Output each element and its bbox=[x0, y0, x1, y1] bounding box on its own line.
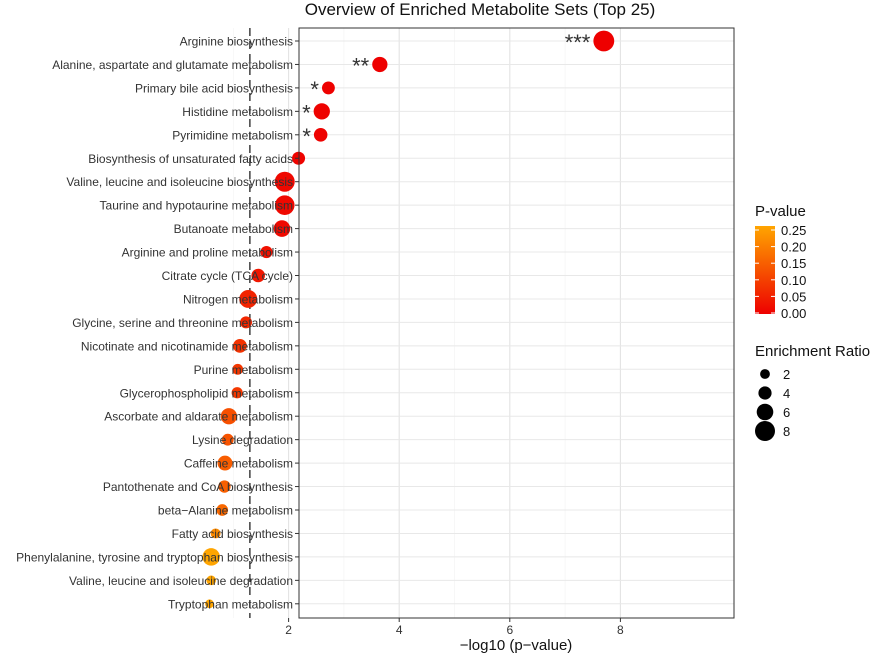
data-point bbox=[251, 268, 265, 283]
data-point bbox=[210, 528, 221, 539]
y-tick-label: Caffeine metabolism bbox=[184, 457, 293, 471]
pvalue-legend-ticks: 0.25 0.200.15 0.100.05 0.00 bbox=[755, 223, 806, 321]
y-tick-label: Glycerophospholipid metabolism bbox=[120, 386, 293, 400]
data-point bbox=[232, 363, 244, 375]
chart-title: Overview of Enriched Metabolite Sets (To… bbox=[305, 0, 656, 19]
plot-border bbox=[298, 27, 735, 619]
data-point bbox=[217, 455, 233, 471]
x-axis-title: −log10 (p−value) bbox=[460, 637, 573, 654]
significance-star-label: * bbox=[310, 77, 319, 102]
y-tick-label: Citrate cycle (TCA cycle) bbox=[162, 269, 293, 283]
data-point bbox=[321, 81, 335, 95]
colorbar-tick-label: 0.20 bbox=[781, 240, 806, 255]
data-point bbox=[240, 316, 253, 329]
y-tick-label: Ascorbate and aldarate metabolism bbox=[104, 410, 293, 424]
grid-lines bbox=[233, 28, 734, 618]
pvalue-legend-title: P-value bbox=[755, 203, 806, 220]
data-point bbox=[206, 575, 216, 586]
y-tick-label: Valine, leucine and isoleucine biosynthe… bbox=[66, 175, 293, 189]
y-tick-label: Glycine, serine and threonine metabolism bbox=[72, 316, 293, 330]
size-legend-label: 4 bbox=[783, 386, 790, 401]
colorbar-tick-label: 0.15 bbox=[781, 256, 806, 271]
y-tick-label: Nitrogen metabolism bbox=[183, 292, 293, 306]
colorbar-tick-label: 0.10 bbox=[781, 273, 806, 288]
data-point bbox=[593, 30, 615, 52]
x-tick-label: 4 bbox=[396, 623, 403, 637]
y-tick-label: Valine, leucine and isoleucine degradati… bbox=[69, 574, 293, 588]
x-tick-label: 2 bbox=[285, 623, 292, 637]
enrichment-legend-items: 2 4 6 8 bbox=[755, 367, 790, 441]
colorbar-tick-label: 0.05 bbox=[781, 289, 806, 304]
size-legend-label: 2 bbox=[783, 367, 790, 382]
x-axis-ticks: 2 4 6 8 bbox=[285, 618, 624, 637]
significance-stars: ******** bbox=[302, 30, 591, 149]
size-legend-dot bbox=[756, 403, 774, 421]
data-point bbox=[216, 504, 229, 516]
data-point bbox=[218, 480, 231, 493]
y-tick-label: Taurine and hypotaurine metabolism bbox=[100, 199, 293, 213]
data-point bbox=[274, 195, 295, 215]
y-tick-label: Fatty acid biosynthesis bbox=[172, 527, 293, 541]
data-points bbox=[202, 30, 615, 609]
y-tick-label: Primary bile acid biosynthesis bbox=[135, 81, 293, 95]
pvalue-legend: P-value 0.25 0.200.15 0.100.05 0.00 bbox=[755, 203, 806, 321]
y-axis-labels: Arginine biosynthesis Alanine, aspartate … bbox=[16, 35, 299, 611]
enrichment-legend-title: Enrichment Ratio bbox=[755, 343, 870, 360]
y-tick-label: Lysine degradation bbox=[192, 433, 293, 447]
y-tick-label: Pyrimidine metabolism bbox=[172, 128, 293, 142]
data-point bbox=[372, 56, 388, 73]
colorbar-tick-label: 0.00 bbox=[781, 306, 806, 321]
y-tick-label: Arginine and proline metabolism bbox=[122, 246, 293, 260]
size-legend-dot bbox=[760, 369, 770, 379]
y-tick-label: beta−Alanine metabolism bbox=[158, 504, 293, 518]
data-point bbox=[220, 408, 238, 425]
plot-panel bbox=[299, 28, 734, 618]
significance-star-label: * bbox=[302, 124, 311, 149]
significance-star-label: *** bbox=[565, 30, 591, 55]
size-legend-label: 6 bbox=[783, 405, 790, 420]
data-point bbox=[239, 289, 258, 308]
data-point bbox=[205, 599, 214, 609]
data-point bbox=[202, 548, 220, 566]
y-tick-label: Pantothenate and CoA biosynthesis bbox=[103, 480, 293, 494]
x-tick-label: 6 bbox=[506, 623, 513, 637]
data-point bbox=[221, 433, 234, 446]
y-tick-label: Alanine, aspartate and glutamate metabol… bbox=[52, 58, 293, 72]
significance-star-label: ** bbox=[352, 53, 370, 78]
x-tick-label: 8 bbox=[617, 623, 624, 637]
enrichment-ratio-legend: Enrichment Ratio 2 4 6 8 bbox=[755, 343, 870, 441]
colorbar-tick-label: 0.25 bbox=[781, 223, 806, 238]
y-tick-label: Purine metabolism bbox=[194, 363, 293, 377]
data-point bbox=[313, 128, 328, 142]
y-tick-label: Phenylalanine, tyrosine and tryptophan b… bbox=[16, 550, 293, 564]
size-legend-dot bbox=[755, 421, 775, 441]
y-tick-label: Nicotinate and nicotinamide metabolism bbox=[81, 339, 293, 353]
y-tick-label: Histidine metabolism bbox=[182, 105, 293, 119]
size-legend-dot bbox=[758, 386, 772, 400]
data-point bbox=[231, 387, 243, 399]
data-point bbox=[313, 103, 330, 120]
data-point bbox=[233, 338, 247, 353]
data-point bbox=[273, 220, 291, 237]
significance-star-label: * bbox=[302, 100, 311, 125]
size-legend-label: 8 bbox=[783, 424, 790, 439]
y-tick-label: Arginine biosynthesis bbox=[180, 35, 293, 49]
y-tick-label: Biosynthesis of unsaturated fatty acids bbox=[88, 152, 293, 166]
data-point bbox=[274, 171, 295, 192]
pvalue-colorbar bbox=[755, 226, 775, 314]
y-tick-label: Butanoate metabolism bbox=[174, 222, 293, 236]
data-point bbox=[260, 245, 273, 259]
y-tick-label: Tryptophan metabolism bbox=[168, 597, 293, 611]
